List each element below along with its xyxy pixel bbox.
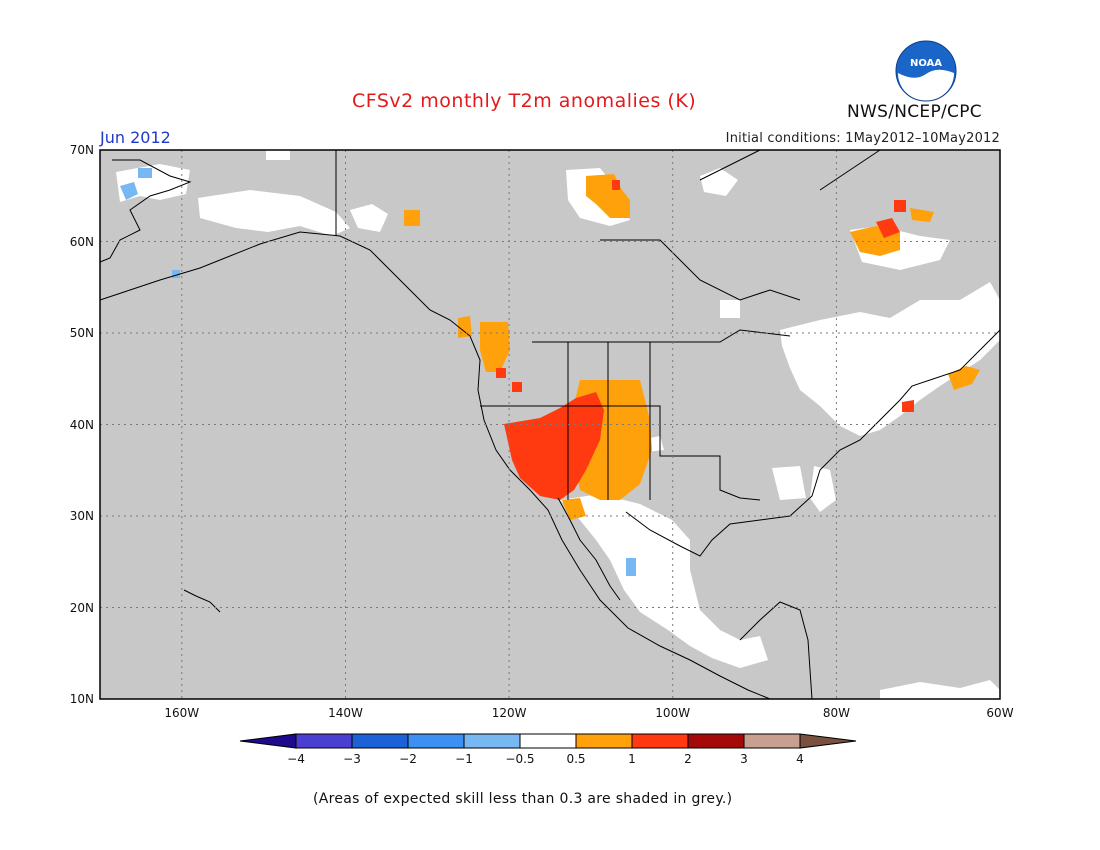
colorbar-box [631, 733, 689, 749]
lat-label: 30N [70, 509, 94, 523]
agency-label: NWS/NCEP/CPC [847, 102, 982, 122]
initial-conditions-label: Initial conditions: 1May2012–10May2012 [725, 131, 1000, 146]
lon-label: 140W [328, 706, 363, 720]
colorbar-tick-labels: −4 −3 −2 −1 −0.5 0.5 1 2 3 4 [287, 752, 804, 766]
longitude-labels: 160W 140W 120W 100W 80W 60W [164, 706, 1013, 720]
map-frame [99, 149, 1001, 700]
colorbar-box [575, 733, 633, 749]
coastlines-and-borders [99, 149, 1001, 700]
colorbar-tick-label: 3 [740, 752, 748, 766]
lon-label: 100W [655, 706, 690, 720]
lat-label: 20N [70, 601, 94, 615]
gridlines [100, 150, 1000, 699]
anomaly-cold-regions [120, 168, 636, 576]
lat-label: 50N [70, 326, 94, 340]
lon-label: 60W [986, 706, 1013, 720]
lon-label: 80W [823, 706, 850, 720]
colorbar-box [743, 733, 801, 749]
colorbar-tick-label: −0.5 [505, 752, 534, 766]
lat-label: 40N [70, 418, 94, 432]
colorbar-box [687, 733, 745, 749]
colorbar-box [351, 733, 409, 749]
skill-footnote: (Areas of expected skill less than 0.3 a… [313, 791, 733, 807]
colorbar-tick-label: −1 [455, 752, 473, 766]
colorbar-tick-label: −4 [287, 752, 305, 766]
map-title: CFSv2 monthly T2m anomalies (K) [352, 90, 697, 112]
anomaly-1-to-2-regions [496, 180, 914, 500]
colorbar-tick-label: −3 [343, 752, 361, 766]
logo-text: NOAA [910, 58, 942, 69]
colorbar-box [407, 733, 465, 749]
colorbar-tick-label: 2 [684, 752, 692, 766]
colorbar: −4 −3 −2 −1 −0.5 0.5 1 2 3 4 [239, 733, 857, 766]
colorbar-tick-label: 0.5 [566, 752, 585, 766]
colorbar-box [295, 733, 353, 749]
lat-label: 70N [70, 143, 94, 157]
lat-label: 10N [70, 692, 94, 706]
lon-label: 160W [164, 706, 199, 720]
latitude-labels: 70N 60N 50N 40N 30N 20N 10N [70, 143, 94, 706]
colorbar-arrow-left [239, 733, 297, 749]
colorbar-box [463, 733, 521, 749]
colorbar-box [519, 733, 577, 749]
valid-month-label: Jun 2012 [100, 128, 171, 147]
colorbar-arrow-right [799, 733, 857, 749]
colorbar-tick-label: 1 [628, 752, 636, 766]
lat-label: 60N [70, 235, 94, 249]
colorbar-tick-label: −2 [399, 752, 417, 766]
lon-label: 120W [492, 706, 527, 720]
noaa-logo: NOAA [895, 40, 957, 102]
colorbar-tick-label: 4 [796, 752, 804, 766]
colorbar-boxes [295, 733, 801, 749]
